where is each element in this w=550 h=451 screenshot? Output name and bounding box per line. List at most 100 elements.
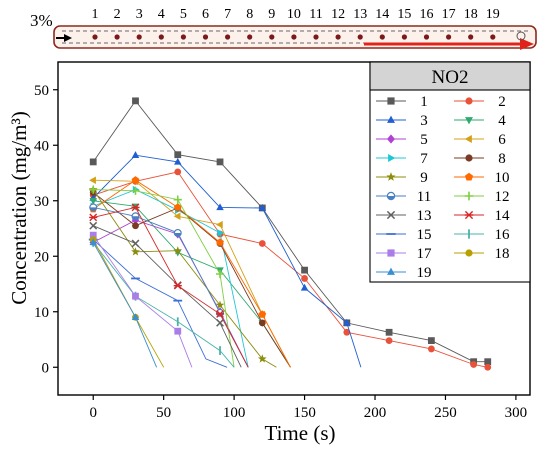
series-line xyxy=(92,154,362,368)
series-3 xyxy=(89,151,362,368)
legend-marker xyxy=(386,210,396,220)
data-point xyxy=(258,319,266,327)
legend-label: 16 xyxy=(495,227,511,243)
legend-item: 13 xyxy=(376,208,432,224)
data-point xyxy=(174,157,182,165)
data-point xyxy=(89,238,97,246)
data-point xyxy=(132,292,139,300)
legend-label: 2 xyxy=(498,94,506,110)
legend-marker xyxy=(464,172,474,181)
x-tick-label: 0 xyxy=(89,405,97,421)
legend-marker xyxy=(464,210,474,220)
data-point xyxy=(215,300,225,309)
station-label: 14 xyxy=(375,7,389,22)
legend-label: 8 xyxy=(498,151,506,167)
data-point xyxy=(427,337,435,345)
legend-label: 1 xyxy=(420,94,428,110)
legend-item: 9 xyxy=(376,170,428,186)
data-point xyxy=(300,283,309,291)
data-point xyxy=(173,281,182,290)
station-label: 3 xyxy=(136,7,143,22)
data-point xyxy=(173,212,181,221)
x-tick-label: 250 xyxy=(434,405,457,421)
station-dot xyxy=(136,34,142,40)
y-tick-label: 50 xyxy=(34,83,49,99)
data-point xyxy=(258,240,266,247)
station-label: 10 xyxy=(287,7,301,22)
series-8 xyxy=(89,189,291,368)
legend-item: 4 xyxy=(454,113,506,129)
station-label: 7 xyxy=(224,7,231,22)
legend-box xyxy=(369,61,531,283)
legend-label: 14 xyxy=(495,208,511,224)
series-11 xyxy=(89,203,249,368)
data-point xyxy=(427,345,435,353)
y-tick-label: 30 xyxy=(34,194,49,210)
series-12 xyxy=(89,185,235,368)
legend-item: 2 xyxy=(454,94,506,110)
chart: 0 50 100 150 200 250 300 0 10 20 30 40 50 Time (s) C… xyxy=(7,61,531,445)
fan-icon xyxy=(516,31,526,41)
station-dot xyxy=(202,34,209,40)
data-point xyxy=(174,249,182,257)
data-point xyxy=(257,354,267,363)
station-label: 4 xyxy=(158,7,165,22)
data-point xyxy=(215,310,225,318)
station-dot xyxy=(446,34,452,40)
series-5 xyxy=(89,215,249,368)
data-point xyxy=(132,222,139,230)
station-label: 2 xyxy=(114,7,121,22)
inlet-arrow-icon xyxy=(56,34,72,42)
data-point xyxy=(89,213,98,222)
legend-label: 4 xyxy=(498,113,506,129)
station-dot xyxy=(225,34,231,40)
legend-label: 12 xyxy=(495,189,510,205)
legend-item: 8 xyxy=(454,151,506,167)
station-dot xyxy=(291,34,297,40)
legend-marker xyxy=(465,97,473,105)
y-tick-label: 40 xyxy=(34,138,49,154)
data-point xyxy=(131,176,140,184)
data-point xyxy=(470,361,478,368)
station-dot xyxy=(379,34,385,40)
station-label: 12 xyxy=(331,7,345,22)
legend-item: 11 xyxy=(376,189,431,205)
x-tick-label: 150 xyxy=(293,405,316,421)
station-label: 6 xyxy=(202,7,209,22)
series-line xyxy=(93,200,291,368)
data-point xyxy=(89,203,98,212)
station-label: 17 xyxy=(442,7,456,22)
data-point xyxy=(215,220,223,229)
legend-item: 6 xyxy=(454,132,506,148)
legend-marker xyxy=(387,249,395,257)
station-dot xyxy=(180,34,186,40)
legend-item: 7 xyxy=(376,151,428,167)
station-dot xyxy=(490,34,496,40)
series-line xyxy=(93,225,242,368)
legend-marker xyxy=(464,191,474,201)
data-point xyxy=(89,158,97,166)
series-line xyxy=(92,219,249,368)
series-line xyxy=(92,192,291,368)
data-point xyxy=(174,327,182,335)
legend-label: 13 xyxy=(417,208,432,224)
data-point xyxy=(174,151,182,159)
legend-marker xyxy=(387,267,395,275)
data-point xyxy=(343,328,351,336)
data-point xyxy=(89,185,98,194)
y-axis-label: Concentration (mg/m³) xyxy=(7,111,31,305)
legend-marker xyxy=(464,135,472,143)
data-point xyxy=(132,97,139,105)
station-label: 8 xyxy=(246,7,253,22)
legend-item: 5 xyxy=(376,132,428,148)
legend-item: 18 xyxy=(454,246,510,262)
flow-arrow-icon xyxy=(364,38,534,50)
legend-label: 3 xyxy=(420,113,428,129)
data-point xyxy=(131,151,140,158)
data-point xyxy=(258,310,267,318)
data-point xyxy=(216,203,224,211)
station-dot xyxy=(247,34,253,40)
data-point xyxy=(484,363,492,371)
series-19 xyxy=(89,238,158,368)
series-16 xyxy=(92,237,235,368)
